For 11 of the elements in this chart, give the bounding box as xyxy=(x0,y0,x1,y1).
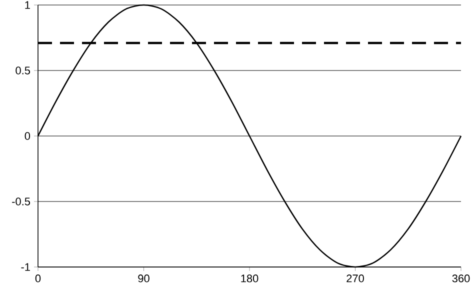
line-series xyxy=(37,4,462,268)
x-tick-label: 90 xyxy=(138,274,150,282)
y-tick-label: -1 xyxy=(21,263,30,271)
y-tick-label: -0.5 xyxy=(12,198,30,206)
x-tick-label: 180 xyxy=(241,274,258,282)
x-tick-label: 0 xyxy=(35,274,41,282)
y-tick-label: 0.5 xyxy=(16,66,30,74)
y-tick-label: 1 xyxy=(25,1,30,9)
x-tick-label: 270 xyxy=(346,274,364,282)
x-tick-label: 360 xyxy=(452,274,470,282)
y-tick-label: 0 xyxy=(24,132,30,140)
